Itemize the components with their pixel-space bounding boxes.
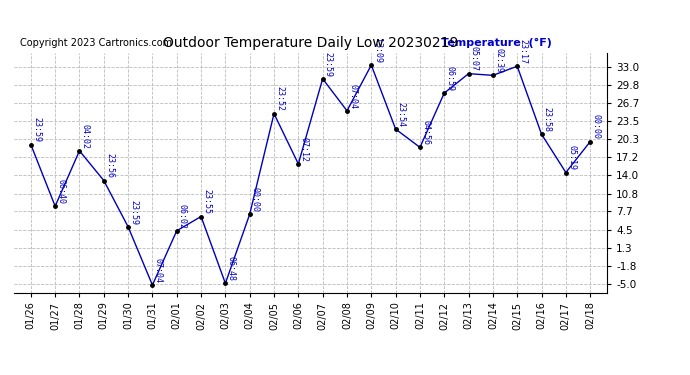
Text: 23:59: 23:59 xyxy=(324,51,333,76)
Text: 23:54: 23:54 xyxy=(397,102,406,127)
Text: 23:58: 23:58 xyxy=(543,107,552,132)
Text: 07:04: 07:04 xyxy=(348,84,357,108)
Title: Outdoor Temperature Daily Low 20230219: Outdoor Temperature Daily Low 20230219 xyxy=(163,36,458,50)
Text: 05:19: 05:19 xyxy=(567,145,576,170)
Text: 02:39: 02:39 xyxy=(494,48,503,73)
Text: 06:48: 06:48 xyxy=(226,256,235,281)
Text: 23:55: 23:55 xyxy=(202,189,211,214)
Text: Copyright 2023 Cartronics.com: Copyright 2023 Cartronics.com xyxy=(20,38,172,48)
Text: 04:56: 04:56 xyxy=(421,120,430,145)
Text: 23:17: 23:17 xyxy=(518,39,527,64)
Text: 06:59: 06:59 xyxy=(446,66,455,91)
Text: 04:02: 04:02 xyxy=(81,123,90,148)
Text: 13:09: 13:09 xyxy=(373,38,382,63)
Text: 07:12: 07:12 xyxy=(299,136,308,162)
Text: 00:00: 00:00 xyxy=(591,114,600,140)
Text: 05:07: 05:07 xyxy=(470,46,479,71)
Text: 07:04: 07:04 xyxy=(154,258,163,283)
Text: 00:00: 00:00 xyxy=(251,187,260,212)
Text: 23:52: 23:52 xyxy=(275,86,284,111)
Text: 23:59: 23:59 xyxy=(129,200,138,225)
Text: 23:56: 23:56 xyxy=(105,153,114,178)
Text: 06:02: 06:02 xyxy=(178,204,187,228)
Text: 06:40: 06:40 xyxy=(57,179,66,204)
Text: Temperature  (°F): Temperature (°F) xyxy=(441,38,552,48)
Text: 23:59: 23:59 xyxy=(32,117,41,142)
